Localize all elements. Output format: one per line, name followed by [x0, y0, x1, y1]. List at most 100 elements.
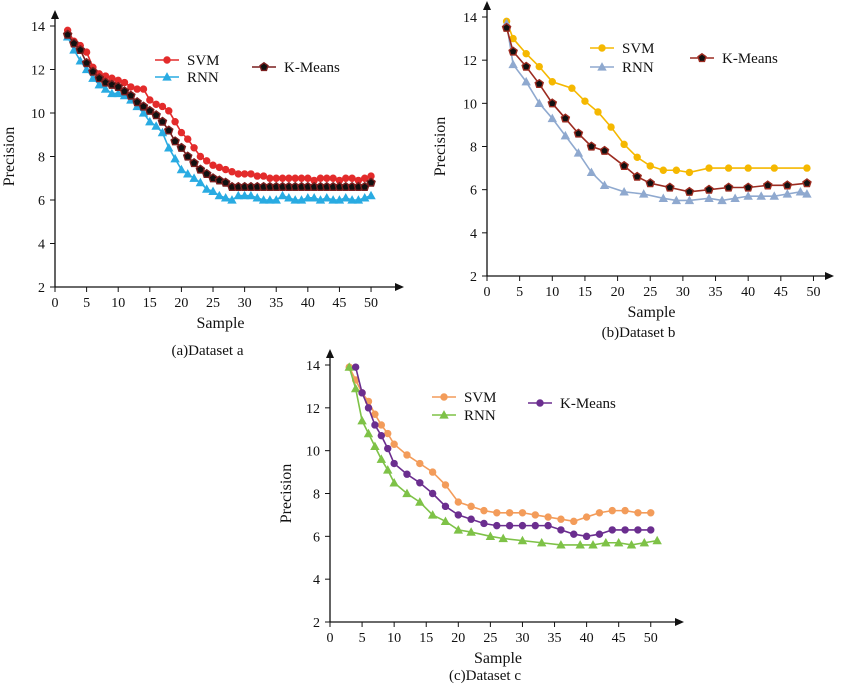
data-point: [221, 165, 230, 174]
x-tick-label: 10: [111, 296, 125, 311]
legend-marker: [259, 61, 269, 72]
data-point: [547, 113, 558, 123]
data-point: [454, 511, 463, 519]
data-point: [151, 110, 161, 120]
data-point: [756, 191, 766, 200]
data-point: [171, 117, 179, 126]
data-point: [573, 148, 584, 157]
data-point: [769, 191, 780, 200]
data-point: [164, 142, 174, 152]
data-point: [120, 78, 129, 87]
x-tick-label: 40: [301, 296, 315, 311]
y-axis-arrow: [483, 1, 491, 10]
data-point: [182, 151, 193, 161]
legend-item: K-Means: [690, 51, 778, 67]
x-tick-label: 30: [238, 296, 252, 311]
data-point: [357, 415, 367, 425]
x-tick-label: 40: [741, 285, 755, 300]
data-point: [621, 526, 629, 534]
data-point: [634, 526, 642, 534]
data-point: [518, 521, 527, 530]
data-point: [220, 177, 231, 187]
data-point: [81, 57, 92, 68]
data-point: [376, 454, 387, 463]
data-point: [358, 389, 366, 397]
data-point: [366, 177, 376, 187]
x-tick-label: 20: [451, 631, 465, 646]
legend-item: K-Means: [252, 60, 340, 76]
data-point: [802, 189, 812, 198]
legend-marker: [597, 62, 607, 71]
x-tick-label: 25: [643, 285, 657, 300]
data-point: [157, 116, 168, 126]
data-point: [113, 81, 124, 92]
x-tick-label: 25: [206, 296, 220, 311]
data-point: [556, 540, 566, 549]
data-point: [795, 187, 806, 196]
chart-caption: (c)Dataset c: [449, 668, 521, 684]
data-point: [201, 168, 212, 179]
data-point: [619, 187, 629, 196]
data-point: [220, 193, 231, 202]
data-point: [534, 78, 545, 89]
y-tick-label: 8: [470, 141, 477, 156]
y-tick-label: 2: [313, 616, 320, 631]
x-tick-label: 35: [269, 296, 283, 311]
data-point: [247, 170, 255, 178]
data-point: [297, 174, 306, 182]
data-point: [638, 189, 649, 198]
data-point: [582, 513, 591, 521]
data-point: [782, 189, 793, 198]
data-point: [684, 186, 695, 196]
x-tick-label: 0: [484, 285, 491, 300]
x-tick-label: 50: [806, 285, 820, 300]
data-point: [234, 170, 243, 178]
y-tick-label: 10: [463, 97, 477, 112]
data-point: [344, 362, 354, 371]
x-tick-label: 0: [52, 296, 59, 311]
x-axis-arrow: [825, 272, 834, 280]
series-k-means: [62, 29, 376, 192]
data-point: [518, 509, 527, 517]
data-point: [309, 193, 319, 202]
data-point: [119, 86, 130, 96]
data-point: [453, 525, 464, 534]
data-point: [601, 537, 611, 547]
legend-marker: [536, 399, 544, 407]
y-tick-label: 8: [38, 151, 45, 166]
data-point: [163, 125, 174, 135]
data-point: [132, 97, 142, 107]
data-point: [594, 108, 602, 116]
series-svm: [63, 26, 375, 185]
data-point: [770, 164, 778, 172]
data-point: [384, 429, 392, 438]
series-rnn: [62, 32, 376, 204]
data-point: [498, 533, 508, 543]
data-point: [377, 421, 386, 429]
data-point: [146, 96, 154, 104]
data-point: [782, 180, 793, 190]
data-point: [705, 164, 713, 172]
legend-item: SVM: [155, 53, 220, 69]
data-point: [341, 193, 351, 202]
data-point: [258, 195, 269, 204]
data-point: [595, 530, 604, 538]
data-point: [658, 193, 669, 202]
data-point: [158, 102, 167, 111]
data-point: [560, 130, 571, 140]
x-tick-label: 5: [83, 296, 90, 311]
data-point: [246, 190, 256, 200]
data-point: [190, 144, 198, 152]
y-tick-label: 4: [38, 238, 45, 253]
data-point: [724, 164, 733, 172]
y-tick-label: 14: [31, 20, 45, 35]
data-point: [659, 166, 667, 174]
data-point: [588, 540, 598, 549]
x-tick-label: 5: [516, 285, 523, 300]
data-point: [485, 531, 496, 540]
data-point: [202, 157, 211, 165]
data-point: [704, 184, 714, 194]
data-point: [548, 78, 556, 86]
data-point: [183, 169, 193, 178]
data-point: [639, 537, 650, 547]
